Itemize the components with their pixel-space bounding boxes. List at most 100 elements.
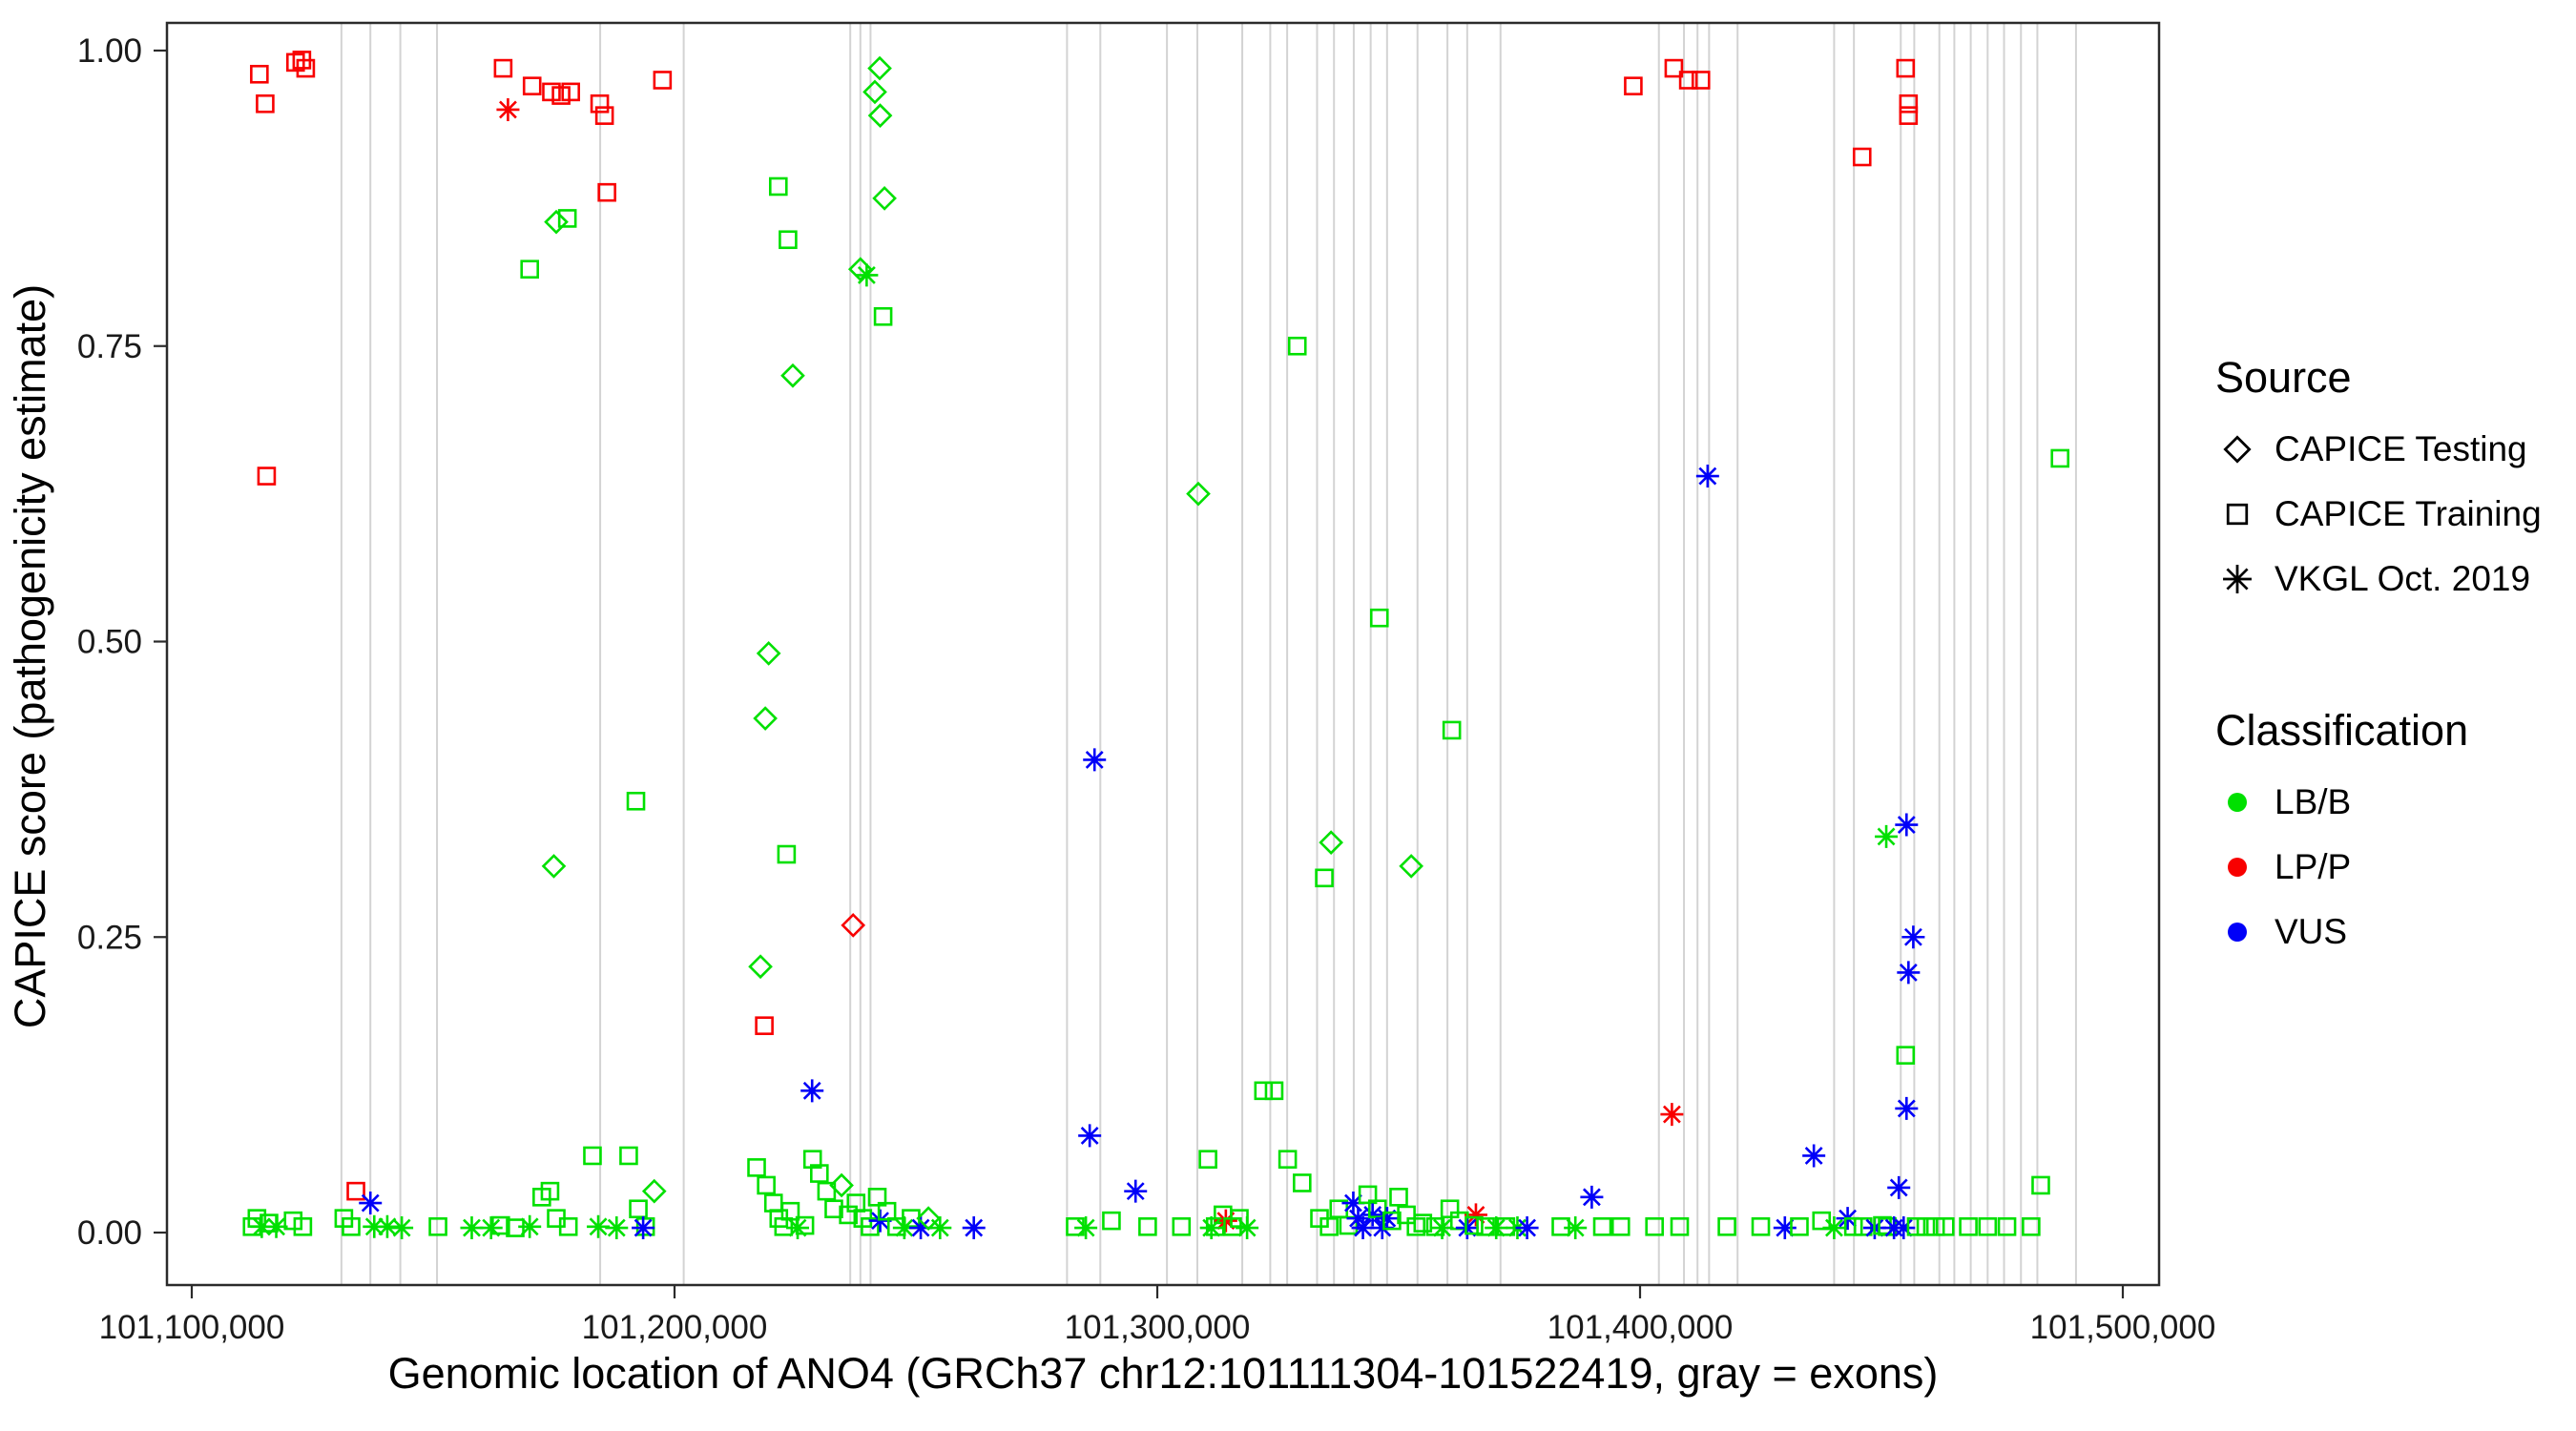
point-training-square: [795, 1215, 815, 1235]
point-vkgl-asterisk: [587, 1214, 611, 1238]
point-training-square: [250, 64, 269, 84]
point-training-square: [557, 209, 577, 228]
point-testing-diamond: [872, 186, 897, 211]
x-tick-label: 101,200,000: [582, 1309, 768, 1346]
point-vkgl-asterisk: [1341, 1192, 1365, 1215]
point-training-square: [561, 82, 581, 102]
point-testing-diamond: [867, 103, 893, 128]
point-training-square: [757, 1175, 776, 1195]
point-vkgl-asterisk: [962, 1216, 986, 1240]
point-training-square: [520, 259, 540, 280]
point-training-square: [1465, 1215, 1484, 1235]
legend-item-vus: VUS: [2215, 910, 2570, 954]
x-tick-label: 101,300,000: [1065, 1309, 1251, 1346]
y-axis: 0.00 0.25 0.50 0.75 1.00: [77, 32, 167, 1252]
point-training-square: [1691, 71, 1711, 90]
point-vkgl-asterisk: [1580, 1185, 1604, 1209]
point-training-square: [1315, 868, 1334, 888]
point-vkgl-asterisk: [1455, 1216, 1479, 1240]
y-tick-label: 0.75: [77, 328, 142, 365]
point-training-square: [867, 1188, 887, 1207]
point-vkgl-asterisk: [1897, 961, 1921, 985]
lbb-dot-icon: [2228, 793, 2247, 812]
point-training-square: [1790, 1217, 1809, 1236]
point-training-square: [283, 1211, 303, 1231]
point-testing-diamond: [916, 1206, 941, 1231]
point-vkgl-asterisk: [1464, 1203, 1487, 1227]
point-vkgl-asterisk: [264, 1214, 288, 1238]
point-training-square: [558, 1217, 578, 1236]
point-vkgl-asterisk: [632, 1216, 655, 1240]
point-training-square: [1925, 1217, 1945, 1236]
point-training-square: [873, 306, 893, 326]
point-training-square: [809, 1164, 829, 1183]
point-training-square: [597, 182, 616, 202]
point-training-square: [619, 1146, 638, 1166]
point-training-square: [551, 86, 571, 105]
point-training-square: [777, 844, 797, 864]
point-training-square: [1959, 1217, 1978, 1236]
point-training-square: [1906, 1217, 1926, 1236]
point-vkgl-asterisk: [496, 97, 520, 121]
y-tick-label: 0.25: [77, 919, 142, 956]
point-testing-diamond: [867, 55, 892, 81]
point-training-square: [626, 791, 646, 811]
point-training-square: [2022, 1217, 2041, 1236]
point-training-square: [817, 1181, 837, 1201]
point-training-square: [1852, 147, 1872, 167]
point-training-square: [293, 1217, 313, 1236]
point-training-square: [802, 1150, 822, 1169]
point-training-square: [747, 1158, 766, 1177]
point-testing-diamond: [780, 363, 805, 388]
point-testing-diamond: [756, 641, 781, 666]
legend-label-lbb: LB/B: [2275, 782, 2352, 821]
point-training-square: [1664, 58, 1684, 78]
diamond-icon: [2223, 435, 2252, 464]
plot-panel-border: [165, 21, 2161, 1287]
point-training-square: [1138, 1217, 1157, 1236]
point-training-square: [768, 176, 788, 197]
point-training-square: [256, 93, 275, 114]
y-tick-label: 0.50: [77, 624, 142, 661]
point-training-square: [755, 1016, 774, 1035]
point-training-square: [1358, 1185, 1378, 1205]
point-training-square: [861, 1217, 880, 1236]
point-vkgl-asterisk: [1895, 1096, 1919, 1120]
point-training-square: [1717, 1217, 1736, 1236]
y-axis-title: CAPICE score (pathogenicity estimate): [6, 284, 54, 1028]
point-training-square: [1389, 1188, 1408, 1207]
y-tick-label: 0.00: [77, 1214, 142, 1252]
point-training-square: [428, 1217, 447, 1236]
point-testing-diamond: [753, 706, 778, 731]
point-training-square: [1935, 1217, 1955, 1236]
point-vkgl-asterisk: [518, 1214, 542, 1238]
point-training-square: [1382, 1211, 1402, 1231]
point-training-square: [1442, 720, 1462, 740]
point-training-square: [1278, 1150, 1298, 1169]
point-training-square: [257, 467, 277, 486]
point-vkgl-asterisk: [868, 1209, 892, 1233]
point-vkgl-asterisk: [390, 1216, 414, 1240]
point-vkgl-asterisk: [1895, 813, 1919, 837]
point-training-square: [1264, 1081, 1284, 1101]
legend-label-lpp: LP/P: [2275, 847, 2352, 886]
exon-lines: [340, 23, 2077, 1285]
point-testing-diamond: [1319, 830, 1343, 855]
point-training-square: [346, 1181, 365, 1201]
legend-source-title: Source: [2215, 353, 2352, 402]
point-training-square: [1369, 608, 1389, 628]
point-vkgl-asterisk: [1078, 1124, 1102, 1148]
point-training-square: [1751, 1217, 1771, 1236]
point-training-square: [1198, 1150, 1217, 1169]
point-vkgl-asterisk: [1892, 1216, 1916, 1240]
point-vkgl-asterisk: [605, 1216, 629, 1240]
point-training-square: [1319, 1217, 1339, 1236]
point-training-square: [583, 1146, 602, 1166]
point-vkgl-asterisk: [1802, 1144, 1826, 1168]
point-vkgl-asterisk: [1236, 1216, 1259, 1240]
legend-label-capice-testing: CAPICE Testing: [2275, 429, 2527, 468]
point-vkgl-asterisk: [1564, 1216, 1588, 1240]
legend-item-capice-testing: CAPICE Testing: [2215, 427, 2570, 471]
point-training-square: [594, 106, 614, 125]
point-training-square: [1899, 93, 1919, 114]
